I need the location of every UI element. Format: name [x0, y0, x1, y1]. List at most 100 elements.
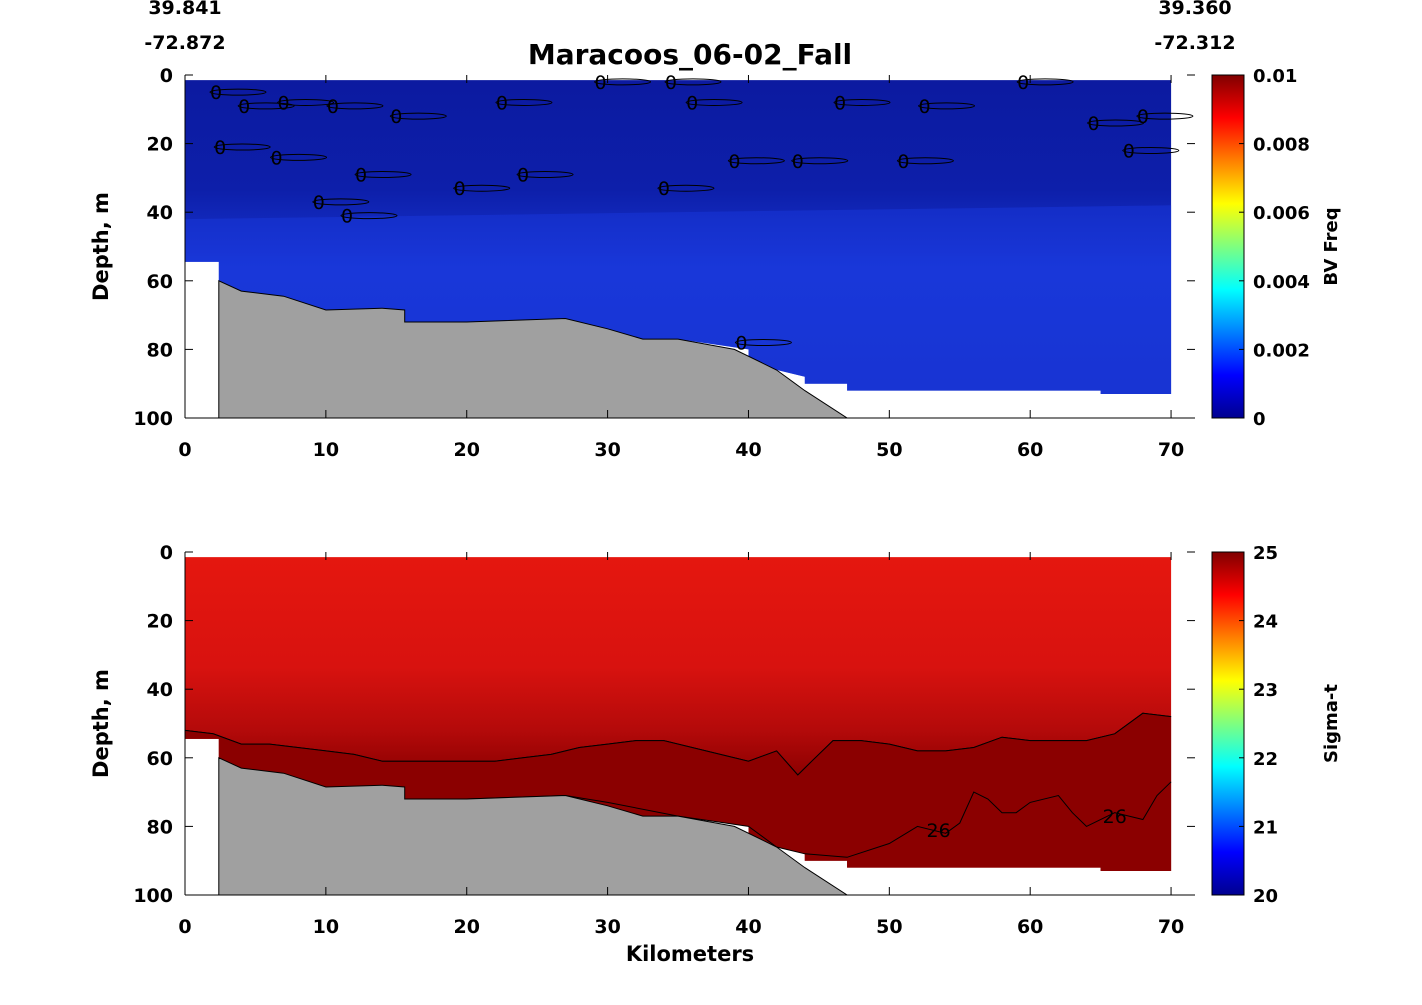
sigma-t-section-plot-area: 26 26 — [185, 557, 1172, 895]
x-tick-label: 70 — [1158, 916, 1184, 938]
colorbar — [1211, 551, 1245, 896]
contour-line-upper — [185, 712, 1172, 776]
contour-label: 0 — [341, 206, 353, 228]
colorbar-title: BV Freq — [1321, 207, 1342, 285]
contour-label: 0 — [595, 72, 607, 94]
contour-line — [209, 88, 267, 96]
contour-line — [389, 112, 447, 120]
contour-line — [270, 153, 328, 161]
contour-label: 0 — [238, 96, 250, 118]
y-tick-label: 40 — [147, 679, 173, 701]
contour-label: 0 — [313, 192, 325, 214]
y-tick-label: 0 — [160, 65, 173, 87]
colorbar-tick-label: 0.008 — [1253, 135, 1310, 156]
contour-line — [340, 212, 398, 220]
contour-label: 0 — [454, 178, 466, 200]
y-tick-label: 100 — [133, 408, 173, 430]
colorbar-tick-label: 0.01 — [1253, 66, 1297, 87]
y-tick-label: 80 — [147, 816, 173, 838]
colorbar-tick-label: 0.006 — [1253, 203, 1310, 224]
contour-label: 0 — [735, 333, 747, 355]
contour-line — [833, 98, 891, 106]
contour-line — [918, 102, 976, 110]
contour-line — [326, 102, 384, 110]
contour-line — [453, 184, 511, 192]
contour-line — [354, 170, 412, 178]
contour-line — [1016, 78, 1074, 86]
x-tick-label: 50 — [876, 439, 902, 461]
contour-line — [734, 339, 792, 347]
y-tick-label: 20 — [147, 134, 173, 156]
y-tick-label: 60 — [147, 748, 173, 770]
colorbar-tick-label: 23 — [1253, 680, 1278, 701]
colorbar-title: Sigma-t — [1321, 684, 1342, 763]
contour-label: 0 — [728, 151, 740, 173]
colorbar — [1211, 74, 1245, 419]
contour-label: 0 — [327, 96, 339, 118]
contour-label: 0 — [390, 106, 402, 128]
x-tick-label: 50 — [876, 916, 902, 938]
contour-line — [516, 170, 574, 178]
data-field — [185, 80, 1172, 394]
contour-label: 26 — [1103, 806, 1127, 828]
x-tick-label: 40 — [735, 439, 761, 461]
contour-label: 26 — [927, 820, 951, 842]
contour-line — [727, 157, 785, 165]
contour-label: 0 — [897, 151, 909, 173]
y-axis-title: Depth, m — [89, 669, 113, 778]
y-tick-label: 60 — [147, 271, 173, 293]
start-lat-label: 39.841 — [148, 0, 221, 19]
contour-line — [277, 98, 335, 106]
contour-line — [237, 102, 295, 110]
x-tick-label: 10 — [313, 439, 339, 461]
dense-water-field — [185, 713, 1172, 871]
contour-line — [1122, 146, 1180, 154]
contour-label: 0 — [665, 72, 677, 94]
contour-label: 0 — [210, 82, 222, 104]
contour-line — [1087, 119, 1145, 127]
colorbar-tick-label: 25 — [1253, 543, 1278, 564]
start-lon-label: -72.872 — [144, 32, 225, 54]
x-tick-label: 20 — [454, 916, 480, 938]
x-tick-label: 60 — [1017, 439, 1043, 461]
x-tick-label: 0 — [178, 916, 191, 938]
contour-line — [896, 157, 954, 165]
contour-label: 0 — [278, 92, 290, 114]
contour-label: 0 — [355, 164, 367, 186]
end-lat-label: 39.360 — [1158, 0, 1231, 19]
y-tick-label: 20 — [147, 611, 173, 633]
x-tick-label: 60 — [1017, 916, 1043, 938]
contour-line — [657, 184, 715, 192]
colorbar-tick-label: 0.002 — [1253, 340, 1310, 361]
contour-label: 0 — [834, 92, 846, 114]
contour-label: 0 — [496, 92, 508, 114]
contour-line — [664, 78, 722, 86]
end-lon-label: -72.312 — [1154, 32, 1235, 54]
colorbar-tick-label: 24 — [1253, 612, 1278, 633]
contour-label: 0 — [792, 151, 804, 173]
contour-label: 0 — [686, 92, 698, 114]
colorbar-tick-label: 0 — [1253, 409, 1266, 430]
colorbar-tick-label: 0.004 — [1253, 272, 1310, 293]
contour-label: 0 — [271, 147, 283, 169]
colorbar-tick-label: 22 — [1253, 749, 1278, 770]
bathymetry — [218, 280, 849, 418]
contour-label: 0 — [517, 164, 529, 186]
bathymetry — [218, 757, 849, 895]
contour-line — [213, 143, 271, 151]
sigma-t-panel: 26 26 0 10 20 30 40 50 60 70 0 20 40 60 80 100 Depth, m K… — [89, 542, 1342, 966]
x-tick-label: 20 — [454, 439, 480, 461]
x-tick-label: 10 — [313, 916, 339, 938]
contour-line — [312, 198, 370, 206]
y-axis-title: Depth, m — [89, 192, 113, 301]
contour-label: 0 — [658, 178, 670, 200]
x-tick-label: 30 — [594, 439, 620, 461]
contour-label: 0 — [1123, 140, 1135, 162]
chart-title: Maracoos_06-02_Fall — [528, 38, 852, 71]
data-field-deep — [185, 205, 1172, 394]
colorbar-tick-label: 21 — [1253, 817, 1278, 838]
y-tick-label: 0 — [160, 542, 173, 564]
